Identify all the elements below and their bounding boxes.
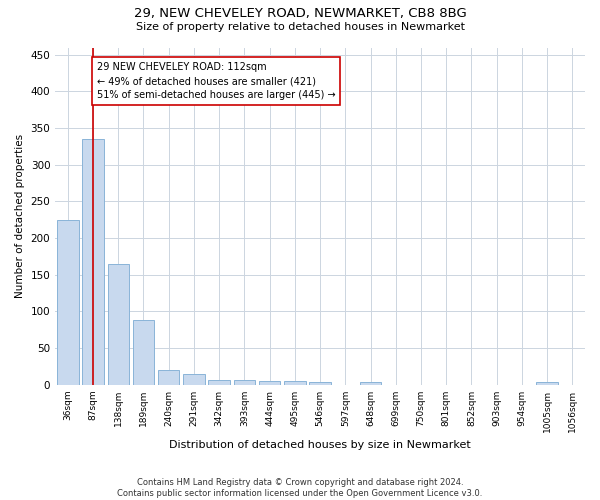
Bar — [284, 381, 305, 384]
Text: Size of property relative to detached houses in Newmarket: Size of property relative to detached ho… — [136, 22, 464, 32]
Bar — [536, 382, 558, 384]
Bar — [233, 380, 255, 384]
Bar — [57, 220, 79, 384]
Bar — [183, 374, 205, 384]
X-axis label: Distribution of detached houses by size in Newmarket: Distribution of detached houses by size … — [169, 440, 471, 450]
Bar — [360, 382, 381, 384]
Bar — [82, 139, 104, 384]
Bar — [259, 381, 280, 384]
Bar — [133, 320, 154, 384]
Text: 29 NEW CHEVELEY ROAD: 112sqm
← 49% of detached houses are smaller (421)
51% of s: 29 NEW CHEVELEY ROAD: 112sqm ← 49% of de… — [97, 62, 335, 100]
Text: Contains HM Land Registry data © Crown copyright and database right 2024.
Contai: Contains HM Land Registry data © Crown c… — [118, 478, 482, 498]
Bar — [208, 380, 230, 384]
Text: 29, NEW CHEVELEY ROAD, NEWMARKET, CB8 8BG: 29, NEW CHEVELEY ROAD, NEWMARKET, CB8 8B… — [134, 8, 466, 20]
Bar — [158, 370, 179, 384]
Bar — [107, 264, 129, 384]
Y-axis label: Number of detached properties: Number of detached properties — [15, 134, 25, 298]
Bar — [310, 382, 331, 384]
